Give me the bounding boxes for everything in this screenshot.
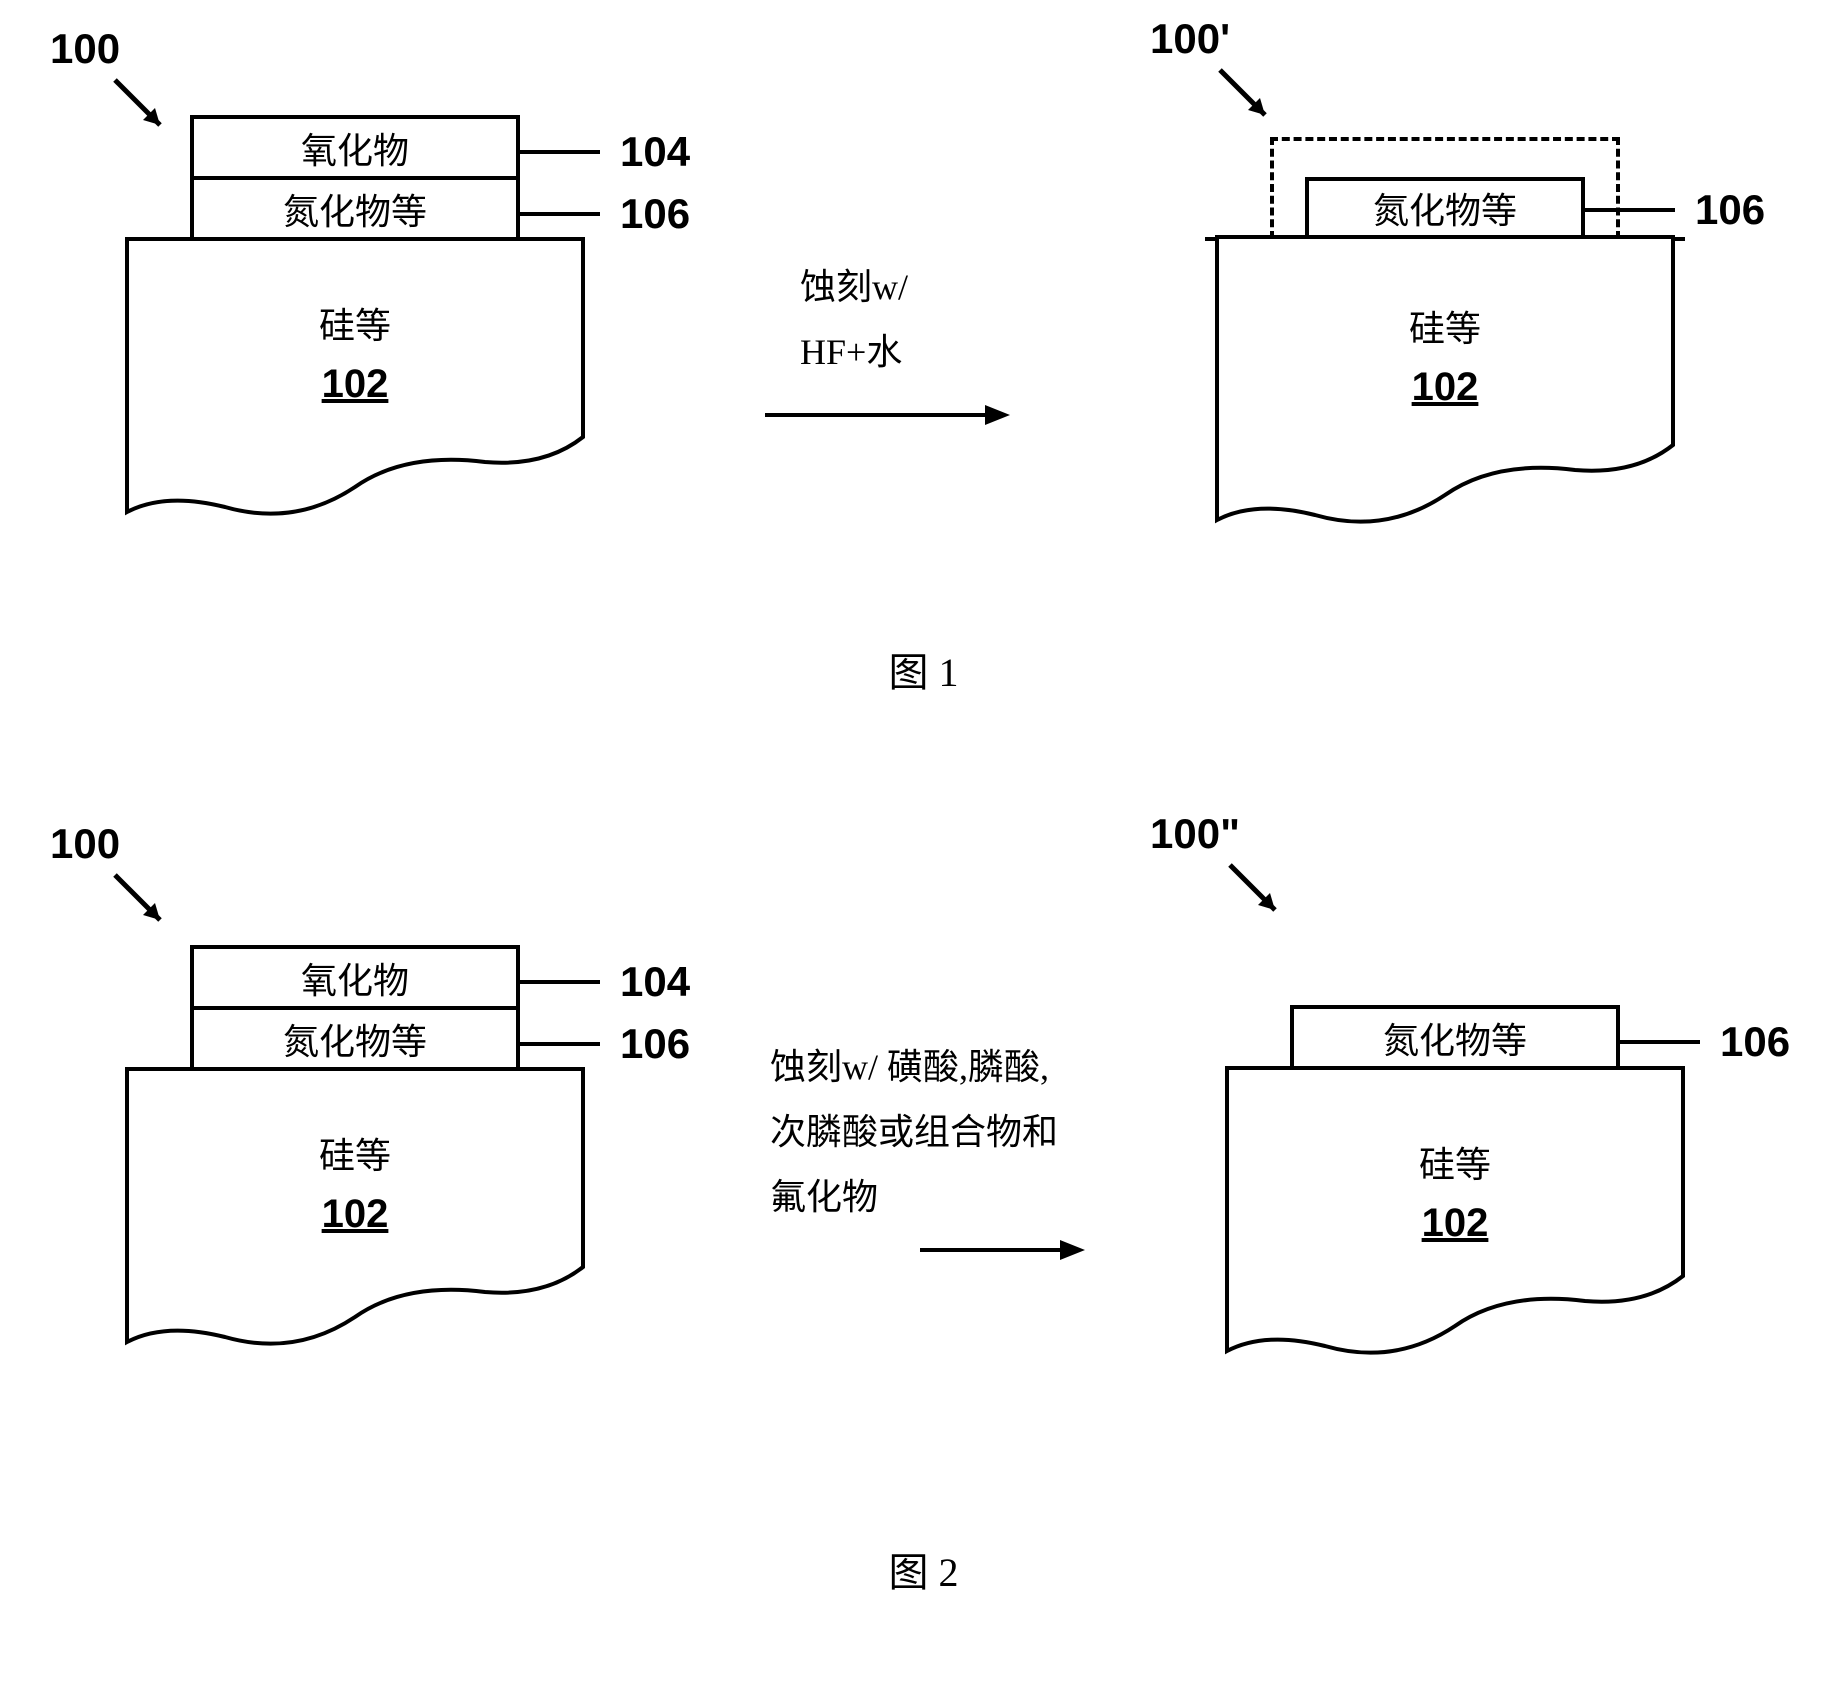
ref-arrow-100-fig2 [105, 865, 185, 945]
nitride-layer-right-fig2: 氮化物等 [1290, 1005, 1620, 1070]
nitride-layer-fig1: 氮化物等 [190, 176, 520, 241]
substrate-num-fig1-left: 102 [125, 362, 585, 407]
process-line2-fig1: HF+水 [800, 320, 908, 385]
ref-arrow-100-fig1 [105, 70, 185, 150]
caption-fig1: 图 1 [0, 640, 1847, 698]
leader-104-fig1 [520, 150, 600, 154]
ref-label-100-fig2: 100 [50, 820, 120, 868]
substrate-fig2-right: 硅等 102 [1225, 1066, 1685, 1356]
label-104-fig2: 104 [620, 958, 690, 1006]
nitride-text-fig2: 氮化物等 [283, 1013, 427, 1065]
oxide-text-fig2: 氧化物 [301, 952, 409, 1004]
label-104-fig1: 104 [620, 128, 690, 176]
nitride-text-right-fig1: 氮化物等 [1373, 182, 1517, 234]
ref-label-100p-fig1: 100' [1150, 15, 1230, 63]
oxide-layer-fig1: 氧化物 [190, 115, 520, 180]
process-line1-fig2: 蚀刻w/ 磺酸,膦酸, [770, 1035, 1058, 1100]
ref-label-100-fig1: 100 [50, 25, 120, 73]
substrate-fig2-left: 硅等 102 [125, 1067, 585, 1347]
substrate-fig1-left: 硅等 102 [125, 237, 585, 517]
oxide-layer-fig2: 氧化物 [190, 945, 520, 1010]
substrate-num-fig2-left: 102 [125, 1192, 585, 1237]
leader-106-right-fig1 [1585, 208, 1675, 212]
nitride-layer-right-fig1: 氮化物等 [1305, 177, 1585, 239]
substrate-label-fig2-left: 硅等 [125, 1127, 585, 1179]
process-line1-fig1: 蚀刻w/ [800, 255, 908, 320]
caption-fig2: 图 2 [0, 1540, 1847, 1598]
nitride-layer-fig2: 氮化物等 [190, 1006, 520, 1071]
nitride-text-right-fig2: 氮化物等 [1383, 1012, 1527, 1064]
substrate-label-fig1-left: 硅等 [125, 297, 585, 349]
nitride-text-fig1: 氮化物等 [283, 183, 427, 235]
process-arrow-fig2 [915, 1235, 1095, 1265]
oxide-text-fig1: 氧化物 [301, 122, 409, 174]
ref-arrow-100p-fig1 [1210, 60, 1290, 140]
process-line3-fig2: 氟化物 [770, 1165, 1058, 1230]
substrate-num-fig2-right: 102 [1225, 1201, 1685, 1246]
process-line2-fig2: 次膦酸或组合物和 [770, 1100, 1058, 1165]
leader-106-fig2 [520, 1042, 600, 1046]
label-106-fig1: 106 [620, 190, 690, 238]
leader-106-right-fig2 [1620, 1040, 1700, 1044]
label-106-fig2: 106 [620, 1020, 690, 1068]
leader-104-fig2 [520, 980, 600, 984]
process-text-fig1: 蚀刻w/ HF+水 [800, 255, 908, 385]
leader-106-fig1 [520, 212, 600, 216]
process-text-fig2: 蚀刻w/ 磺酸,膦酸, 次膦酸或组合物和 氟化物 [770, 1035, 1058, 1229]
substrate-fig1-right: 硅等 102 [1215, 235, 1675, 525]
label-106-right-fig2: 106 [1720, 1018, 1790, 1066]
ref-label-100pp-fig2: 100" [1150, 810, 1240, 858]
substrate-label-fig1-right: 硅等 [1215, 300, 1675, 352]
substrate-label-fig2-right: 硅等 [1225, 1136, 1685, 1188]
substrate-num-fig1-right: 102 [1215, 365, 1675, 410]
ref-arrow-100pp-fig2 [1220, 855, 1300, 935]
process-arrow-fig1 [760, 400, 1020, 430]
label-106-right-fig1: 106 [1695, 186, 1765, 234]
